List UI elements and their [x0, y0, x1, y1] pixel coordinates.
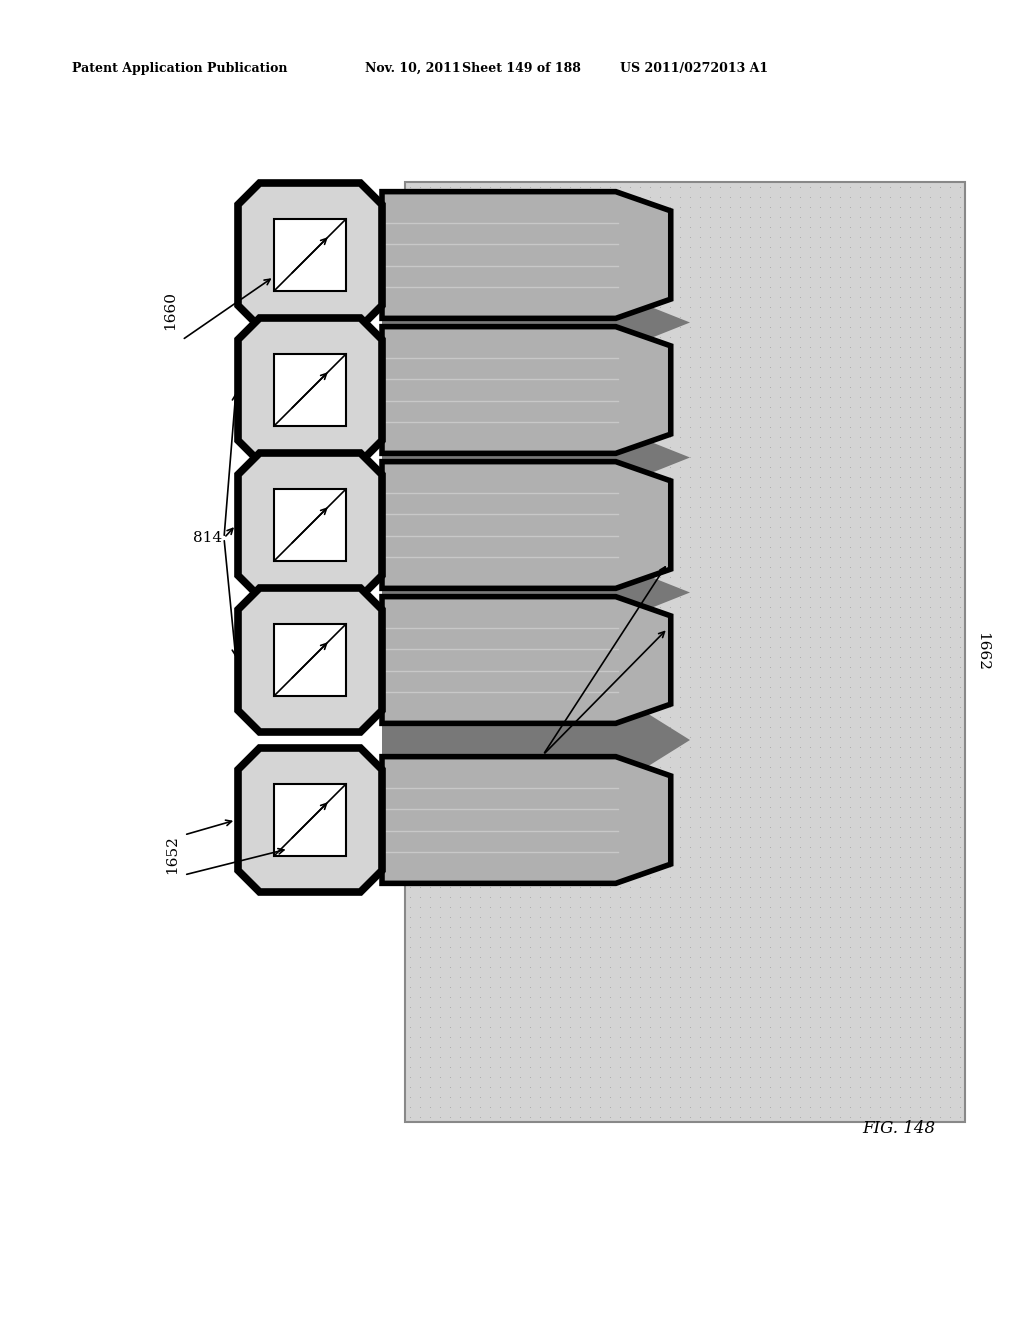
Text: Nov. 10, 2011: Nov. 10, 2011 — [365, 62, 461, 75]
Polygon shape — [382, 462, 671, 589]
Bar — [406, 182, 965, 1122]
Text: 1662: 1662 — [975, 632, 989, 672]
Polygon shape — [238, 748, 382, 892]
Bar — [274, 219, 346, 290]
Bar — [274, 784, 346, 855]
Text: 1660: 1660 — [163, 290, 177, 330]
Bar — [274, 354, 346, 426]
Text: Sheet 149 of 188: Sheet 149 of 188 — [462, 62, 581, 75]
Polygon shape — [382, 301, 690, 345]
Text: 814: 814 — [193, 531, 222, 545]
Polygon shape — [382, 570, 690, 614]
Text: 1664: 1664 — [543, 760, 579, 774]
Bar — [274, 624, 346, 696]
Polygon shape — [382, 597, 671, 723]
Polygon shape — [238, 587, 382, 733]
Polygon shape — [382, 326, 671, 453]
Text: 1652: 1652 — [165, 836, 179, 874]
Polygon shape — [238, 453, 382, 597]
Polygon shape — [382, 706, 690, 775]
Polygon shape — [238, 183, 382, 327]
Text: Patent Application Publication: Patent Application Publication — [72, 62, 288, 75]
Text: FIG. 148: FIG. 148 — [862, 1119, 935, 1137]
Polygon shape — [382, 756, 671, 883]
Text: US 2011/0272013 A1: US 2011/0272013 A1 — [620, 62, 768, 75]
Polygon shape — [238, 318, 382, 462]
Polygon shape — [382, 191, 671, 318]
Polygon shape — [382, 436, 690, 479]
Bar — [274, 488, 346, 561]
